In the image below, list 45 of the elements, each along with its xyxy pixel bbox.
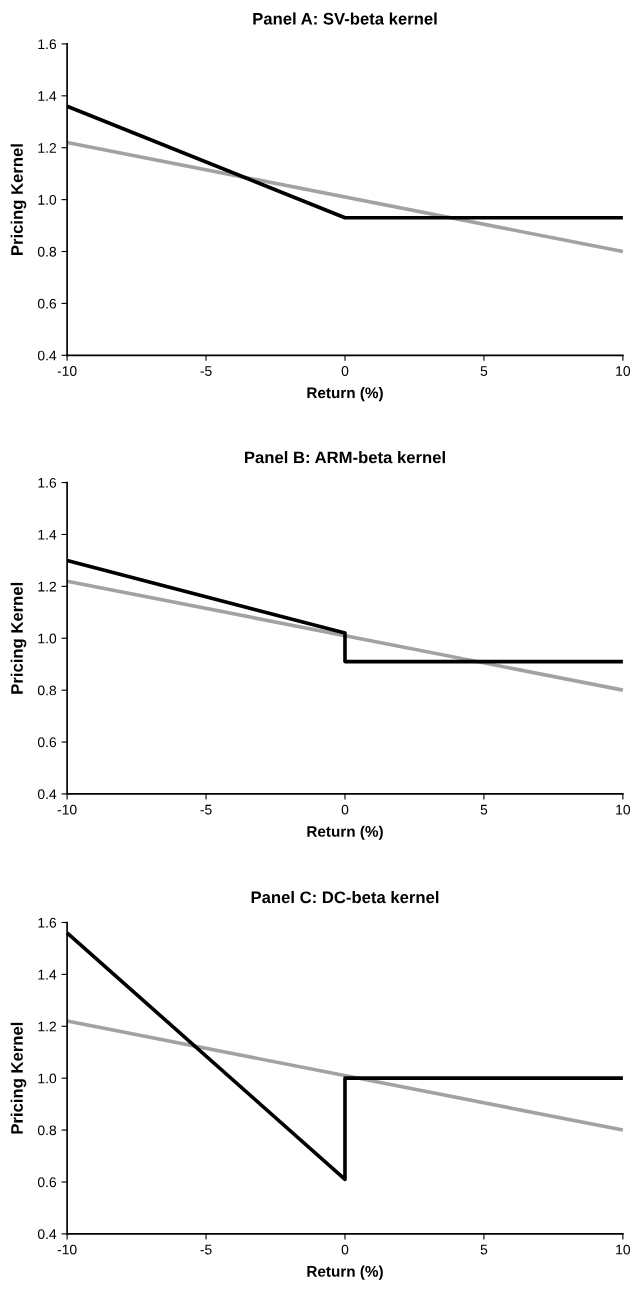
x-tick-label: 5 <box>480 1244 488 1255</box>
y-tick-label: 1.6 <box>38 477 57 488</box>
x-axis-title: Return (%) <box>307 1265 383 1280</box>
x-tick-label: 0 <box>341 804 349 815</box>
x-axis-title: Return (%) <box>307 387 383 402</box>
x-tick-label: -10 <box>57 1244 77 1255</box>
x-tick-label: 10 <box>616 804 631 815</box>
y-tick-label: 0.6 <box>37 298 57 309</box>
y-tick-label: 0.4 <box>37 350 57 361</box>
y-tick-label: 1.6 <box>38 917 57 928</box>
y-tick-label: 1.2 <box>38 581 56 592</box>
y-tick-label: 1.6 <box>38 39 57 50</box>
x-tick-label: -5 <box>200 1244 212 1255</box>
y-tick-label: 1.0 <box>38 194 57 205</box>
y-tick-label: 0.4 <box>37 1229 57 1240</box>
y-axis-title: Pricing Kernel <box>10 144 27 255</box>
y-tick-label: 0.6 <box>37 737 57 748</box>
y-tick-label: 1.2 <box>38 1021 56 1032</box>
y-tick-label: 1.4 <box>38 91 57 101</box>
y-tick-label: 0.8 <box>37 246 57 257</box>
y-tick-label: 0.6 <box>37 1177 57 1188</box>
x-tick-label: 0 <box>341 366 349 376</box>
y-tick-label: 1.4 <box>38 529 57 540</box>
x-tick-label: 5 <box>480 366 488 376</box>
chart-title: Panel A: SV-beta kernel <box>253 12 437 25</box>
chart-title: Panel B: ARM-beta kernel <box>245 451 445 464</box>
chart-title: Panel C: DC-beta kernel <box>251 890 439 904</box>
y-tick-label: 0.8 <box>37 685 57 696</box>
y-tick-label: 0.8 <box>37 1125 57 1136</box>
y-tick-label: 1.0 <box>38 1073 57 1084</box>
y-axis-title: Pricing Kernel <box>10 582 27 694</box>
y-axis-title: Pricing Kernel <box>10 1022 27 1134</box>
y-tick-label: 1.4 <box>38 969 57 980</box>
x-tick-label: 10 <box>616 1244 631 1255</box>
x-tick-label: 0 <box>341 1244 349 1255</box>
y-tick-label: 1.2 <box>38 143 56 153</box>
x-tick-label: -5 <box>200 366 212 376</box>
x-tick-label: -10 <box>57 366 77 376</box>
x-tick-label: 10 <box>616 366 631 376</box>
x-tick-label: -10 <box>57 804 77 815</box>
x-tick-label: -5 <box>200 804 212 815</box>
x-tick-label: 5 <box>480 804 488 815</box>
y-tick-label: 1.0 <box>38 633 57 644</box>
y-tick-label: 0.4 <box>37 789 57 800</box>
x-axis-title: Return (%) <box>307 825 383 840</box>
